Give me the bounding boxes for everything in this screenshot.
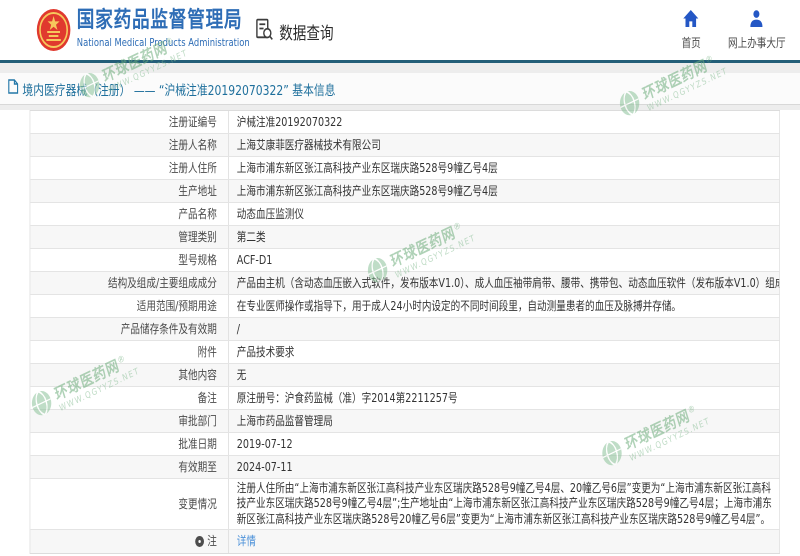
table-row: 附件 产品技术要求 — [30, 341, 780, 364]
row-label: 注册证编号 — [30, 111, 229, 133]
row-label: 附件 — [30, 341, 229, 363]
row-label: 注册人住所 — [30, 157, 229, 179]
detail-link[interactable]: 详情 — [236, 534, 257, 548]
table-row: 生产地址 上海市浦东新区张江高科技产业东区瑞庆路528号9幢乙号4层 — [30, 180, 780, 203]
row-value: 产品技术要求 — [236, 344, 295, 359]
row-value: 上海艾康菲医疗器械技术有限公司 — [236, 137, 381, 152]
site-header: 国家药品监督管理局 National Medical Products Admi… — [0, 0, 800, 63]
site-title-block: 国家药品监督管理局 National Medical Products Admi… — [77, 8, 250, 49]
row-label: 备注 — [30, 387, 229, 409]
person-icon — [749, 10, 764, 31]
data-query-nav[interactable]: 数据查询 — [254, 17, 334, 46]
data-query-label: 数据查询 — [279, 24, 334, 44]
table-row: 注册人住所 上海市浦东新区张江高科技产业东区瑞庆路528号9幢乙号4层 — [30, 157, 780, 180]
table-row: 备注 原注册号：沪食药监械（准）字2014第2211257号 — [30, 387, 780, 410]
row-label: 产品名称 — [30, 203, 229, 225]
table-row: 结构及组成/主要组成成分 产品由主机（含动态血压嵌入式软件，发布版本V1.0）、成… — [30, 272, 779, 295]
row-label: 生产地址 — [30, 180, 229, 202]
row-label: 注 — [207, 534, 217, 548]
row-label: 有效期至 — [30, 456, 229, 478]
table-row: 产品名称 动态血压监测仪 — [30, 203, 780, 226]
breadcrumb-text: 境内医疗器械（注册） —— “沪械注准20192070322” 基本信息 — [22, 82, 336, 99]
nav-service-hall-label: 网上办事大厅 — [727, 36, 786, 50]
row-value: ACF-D1 — [236, 252, 273, 267]
row-value: 原注册号：沪食药监械（准）字2014第2211257号 — [236, 390, 458, 405]
row-value: 无 — [236, 367, 247, 382]
main-content: 注册证编号 沪械注准20192070322 注册人名称 上海艾康菲医疗器械技术有限公… — [0, 110, 800, 556]
row-value: 注册人住所由“上海市浦东新区张江高科技产业东区瑞庆路528号9幢乙号4层、20幢… — [236, 480, 772, 526]
header-gap — [0, 63, 800, 73]
nav-service-hall[interactable]: 网上办事大厅 — [728, 10, 786, 51]
row-value: 2019-07-12 — [236, 436, 293, 451]
table-row-note: 注 详情 — [30, 530, 780, 553]
table-row: 其他内容无 — [30, 364, 780, 387]
row-value: 2024-07-11 — [236, 459, 293, 474]
table-row: 注册证编号 沪械注准20192070322 — [30, 111, 780, 134]
site-title: 国家药品监督管理局 — [76, 8, 243, 33]
row-value: 产品由主机（含动态血压嵌入式软件，发布版本V1.0）、成人血压袖带肩带、腰带、携… — [236, 275, 780, 290]
note-icon — [195, 536, 204, 547]
row-label: 注册人名称 — [30, 134, 229, 156]
registration-info-table: 注册证编号 沪械注准20192070322 注册人名称 上海艾康菲医疗器械技术有限公… — [29, 110, 781, 554]
row-value: 上海市浦东新区张江高科技产业东区瑞庆路528号9幢乙号4层 — [236, 160, 498, 175]
nav-home[interactable]: 首页 — [682, 10, 701, 51]
row-label: 结构及组成/主要组成成分 — [30, 272, 229, 294]
table-row: 审批部门 上海市药品监督管理局 — [30, 410, 780, 433]
table-row: 适用范围/预期用途 在专业医师操作或指导下，用于成人24小时内设定的不同时间段里，… — [30, 295, 780, 318]
row-label: 型号规格 — [30, 249, 229, 271]
row-label: 批准日期 — [30, 433, 229, 455]
row-value: 在专业医师操作或指导下，用于成人24小时内设定的不同时间段里，自动测量患者的血压… — [236, 298, 682, 313]
row-label: 适用范围/预期用途 — [30, 295, 229, 317]
table-row: 管理类别 第二类 — [30, 226, 780, 249]
row-value: 动态血压监测仪 — [236, 206, 305, 221]
row-label: 产品储存条件及有效期 — [30, 318, 229, 340]
table-row-change-info: 变更情况 注册人住所由“上海市浦东新区张江高科技产业东区瑞庆路528号9幢乙号4层… — [30, 479, 780, 530]
breadcrumb: 境内医疗器械（注册） —— “沪械注准20192070322” 基本信息 — [0, 73, 800, 105]
row-label: 其他内容 — [30, 364, 229, 386]
nav-home-label: 首页 — [681, 36, 701, 50]
table-row: 有效期至 2024-07-11 — [30, 456, 780, 479]
row-label: 变更情况 — [30, 479, 229, 529]
row-value: 上海市药品监督管理局 — [236, 413, 333, 428]
row-value: 上海市浦东新区张江高科技产业东区瑞庆路528号9幢乙号4层 — [236, 183, 498, 198]
page-icon — [8, 79, 19, 98]
table-row: 批准日期 2019-07-12 — [30, 433, 780, 456]
table-row: 型号规格 ACF-D1 — [30, 249, 780, 272]
header-nav: 首页 网上办事大厅 — [682, 10, 786, 51]
home-icon — [683, 10, 699, 31]
site-subtitle: National Medical Products Administration — [76, 37, 250, 49]
row-value: 第二类 — [236, 229, 266, 244]
table-row: 产品储存条件及有效期 / — [30, 318, 780, 341]
national-emblem-logo — [36, 8, 71, 52]
row-value: / — [236, 321, 241, 336]
row-label: 审批部门 — [30, 410, 229, 432]
row-value: 沪械注准20192070322 — [236, 114, 343, 129]
row-label: 管理类别 — [30, 226, 229, 248]
document-search-icon — [254, 17, 274, 46]
table-row: 注册人名称 上海艾康菲医疗器械技术有限公司 — [30, 134, 780, 157]
